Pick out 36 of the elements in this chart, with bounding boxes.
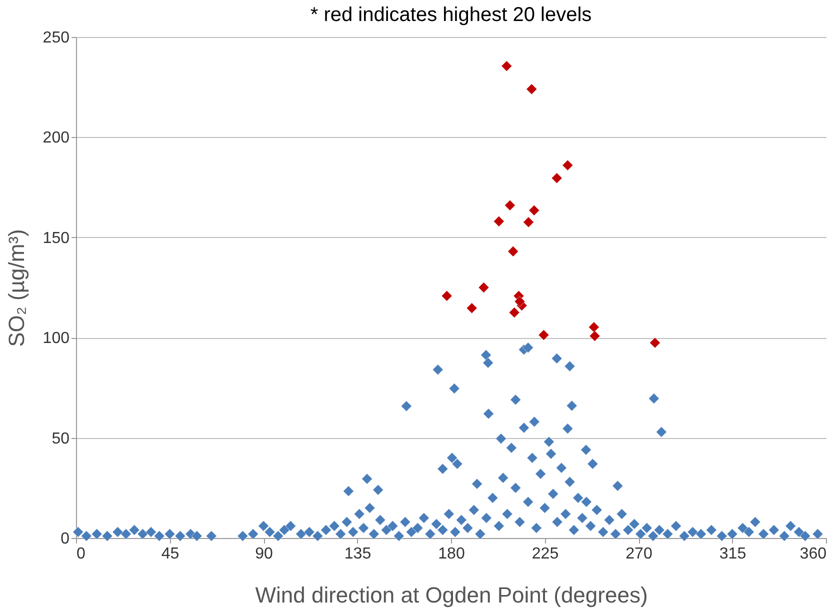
y-tick-label: 0 — [60, 530, 70, 548]
x-tick-label: 135 — [344, 546, 372, 562]
point — [478, 282, 490, 293]
point — [501, 60, 512, 72]
point — [528, 204, 540, 216]
chart-title: * red indicates highest 20 levels — [310, 4, 592, 26]
point — [441, 290, 452, 302]
x-tick-label: 90 — [255, 546, 273, 562]
y-tick-label: 150 — [42, 230, 70, 247]
point — [508, 246, 518, 257]
point — [650, 337, 660, 348]
y-tick-label: 200 — [42, 130, 70, 147]
point — [523, 216, 534, 228]
x-tick-label: 0 — [76, 546, 86, 562]
x-tick-label: 225 — [532, 546, 559, 562]
point — [504, 200, 516, 211]
y-tick-label: 100 — [42, 330, 70, 348]
point — [526, 84, 538, 94]
point — [508, 307, 520, 318]
x-tick-label: 180 — [438, 546, 465, 562]
point — [466, 302, 478, 314]
x-tick-label: 270 — [626, 546, 652, 562]
y-tick-label: 250 — [42, 30, 70, 46]
y-axis-title: SO₂ (µg/m³) — [4, 229, 29, 347]
y-tick-label: 50 — [52, 430, 70, 448]
x-tick-label: 45 — [161, 546, 180, 562]
x-tick-label: 360 — [800, 546, 827, 562]
point — [538, 330, 550, 340]
point — [588, 322, 600, 333]
x-tick-label: 315 — [719, 546, 746, 562]
point — [551, 172, 562, 184]
point — [494, 216, 504, 227]
x-axis-title: Wind direction at Ogden Point (degrees) — [255, 582, 648, 608]
point — [514, 296, 526, 307]
point — [562, 160, 574, 171]
point — [589, 330, 600, 342]
